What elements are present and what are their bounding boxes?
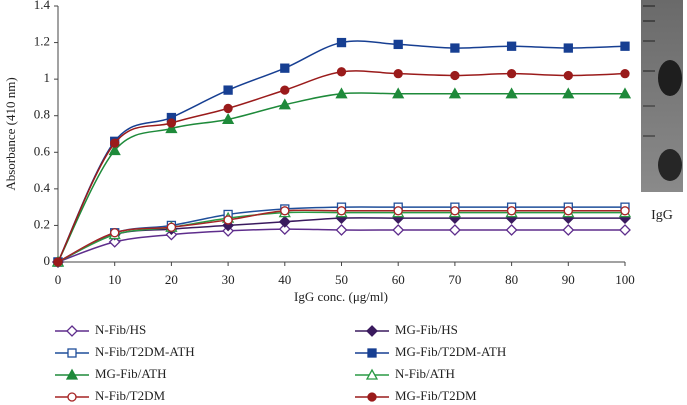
data-point [278,98,291,110]
legend-marker [67,392,77,402]
data-point [506,69,517,79]
y-tick-label: 0.8 [34,107,50,122]
y-tick-label: 0 [44,253,51,268]
data-point [53,257,63,267]
data-point [280,85,290,95]
data-point [563,43,573,53]
data-point [280,206,290,216]
data-point [392,224,405,236]
legend-marker [367,348,377,358]
x-tick-label: 80 [505,272,518,287]
legend-marker [367,392,377,402]
legend-marker [65,368,79,380]
data-point [618,87,632,99]
legend-marker [66,325,78,337]
data-point [278,215,291,228]
data-point [620,69,630,79]
legend-label: MG-Fib/ATH [95,366,167,381]
data-point [562,224,575,236]
legend-label: N-Fib/T2DM-ATH [95,344,195,359]
series-line [57,40,626,263]
data-point [223,85,233,95]
data-point [336,37,347,48]
data-point [563,70,573,81]
data-point [450,70,460,81]
y-tick-label: 0.2 [34,216,50,231]
image-label: IgG [651,208,673,223]
data-point [335,87,348,99]
data-point [393,206,403,216]
legend-marker [366,325,378,337]
data-point [335,224,348,236]
y-axis-label: Absorbance (410 nm) [3,77,18,190]
y-tick-label: 1.4 [34,0,51,12]
data-point [166,222,177,232]
data-point [166,118,177,128]
data-point [448,87,462,99]
data-point [221,113,235,125]
data-point [336,67,347,77]
data-point [505,87,518,99]
legend-marker [365,368,379,380]
data-point [620,206,630,216]
data-point [280,63,290,73]
x-tick-label: 10 [108,272,121,287]
y-tick-label: 1.2 [34,34,50,49]
legend-label: N-Fib/HS [95,322,146,337]
series-line [57,92,625,263]
data-point [393,39,403,50]
data-point [336,206,347,216]
x-tick-label: 50 [335,272,348,287]
x-tick-label: 90 [562,272,575,287]
x-tick-label: 60 [392,272,405,287]
data-point [562,87,575,99]
data-point [165,122,178,134]
data-point [223,103,233,114]
data-point [620,41,630,51]
legend-label: MG-Fib/T2DM [395,388,477,403]
data-point [563,206,573,216]
data-point [393,69,403,79]
x-tick-label: 30 [222,272,235,287]
y-tick-label: 1 [44,70,51,85]
x-tick-label: 70 [448,272,461,287]
data-point [278,223,291,236]
series-line [57,70,626,263]
x-tick-label: 0 [55,272,62,287]
data-point [619,224,631,236]
data-point [506,206,517,216]
legend-label: N-Fib/T2DM [95,388,166,403]
legend-label: MG-Fib/HS [395,322,458,337]
y-tick-label: 0.6 [34,143,51,158]
data-point [392,87,405,99]
data-point [223,215,233,225]
x-axis-label: IgG conc. (μg/ml) [294,289,388,304]
y-tick-label: 0.4 [34,180,51,195]
legend-marker [67,348,77,358]
data-point [505,224,518,236]
data-point [450,206,460,216]
data-point [110,138,120,148]
data-point [450,43,460,53]
data-point [448,224,461,236]
data-point [108,235,121,248]
data-point [108,144,121,156]
legend-label: N-Fib/ATH [395,366,455,381]
data-point [110,228,120,238]
gel-image [641,0,683,192]
x-tick-label: 40 [278,272,291,287]
data-point [506,41,517,51]
legend-label: MG-Fib/T2DM-ATH [395,344,506,359]
x-tick-label: 100 [615,272,635,287]
x-tick-label: 20 [165,272,178,287]
